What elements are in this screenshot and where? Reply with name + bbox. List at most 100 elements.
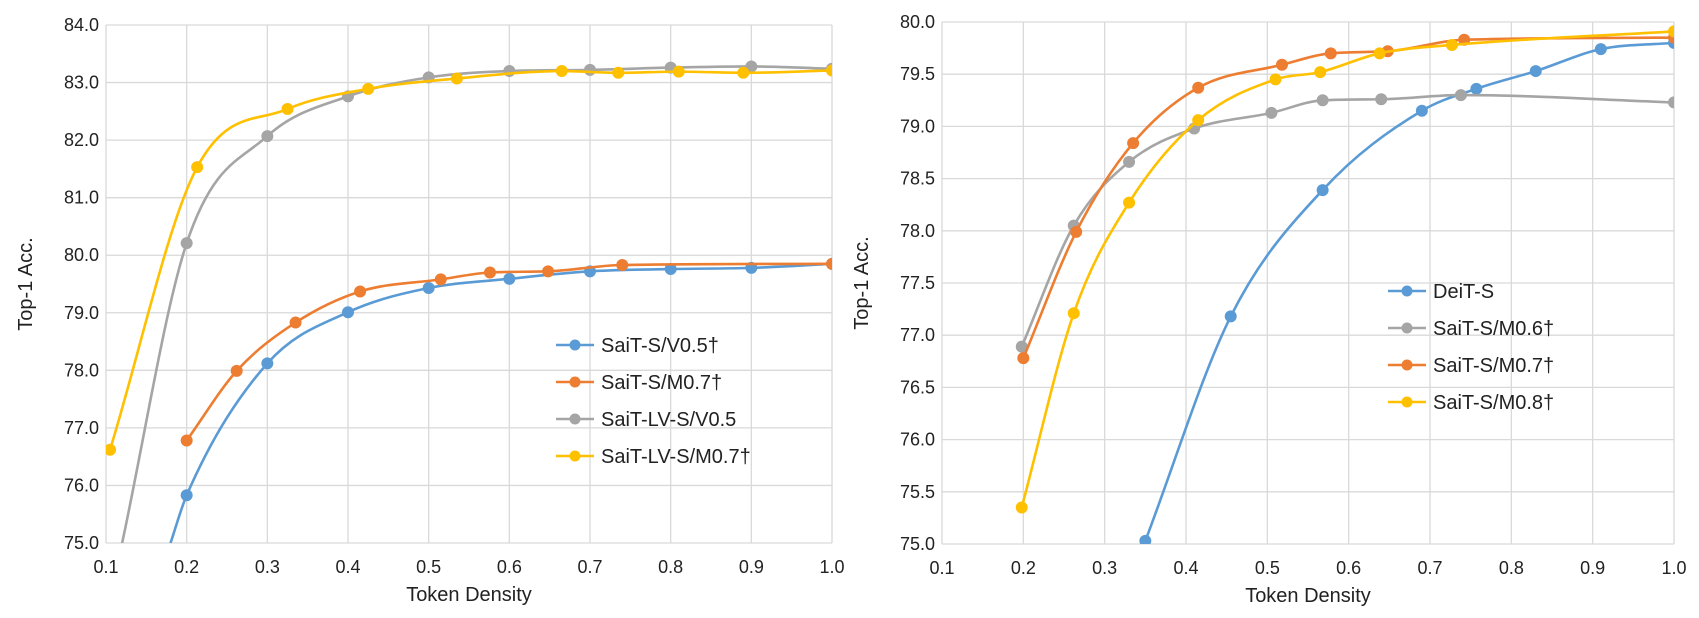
x-tick-label: 1.0 [1661,558,1686,578]
legend-item: SaiT-S/M0.6† [1388,318,1554,340]
x-tick-label: 0.8 [1499,558,1524,578]
data-point [1224,310,1237,323]
x-axis-label: Token Density [1245,585,1371,607]
y-tick-label: 79.5 [900,64,935,84]
series-line [1020,30,1674,508]
data-point [1070,225,1083,238]
x-tick-label: 0.4 [1173,558,1198,578]
y-tick-label: 79.0 [900,116,935,136]
data-point [1324,47,1337,60]
x-tick-label: 1.0 [819,557,844,577]
y-tick-label: 77.0 [64,418,99,438]
legend-label: SaiT-S/M0.7† [601,372,722,394]
legend-marker [569,413,581,425]
series-line [1020,93,1674,348]
y-tick-label: 79.0 [64,303,99,323]
legend-label: SaiT-S/M0.6† [1433,318,1554,340]
legend-marker [569,450,581,462]
legend-label: DeiT-S [1433,281,1494,303]
data-point [1445,38,1458,51]
data-point [354,285,367,298]
legend: DeiT-S SaiT-S/M0.6† SaiT-S/M0.7† SaiT-S/M0.… [1388,281,1554,414]
y-axis-label: Top-1 Acc. [851,236,873,329]
data-point [1314,66,1327,79]
x-axis-label: Token Density [406,584,532,606]
data-point [1192,81,1205,94]
grid [941,21,1675,545]
series-3 [1017,31,1674,365]
data-point [191,161,204,174]
series-line [1144,41,1674,542]
data-point [1454,89,1467,102]
x-tick-label: 0.5 [416,557,441,577]
data-point [450,72,463,85]
data-point [362,82,375,95]
x-tick-label: 0.1 [929,558,954,578]
y-axis-label: Top-1 Acc. [15,237,37,330]
data-point [1316,184,1329,197]
legend-marker [1401,359,1413,371]
data-point [1015,501,1028,514]
data-point [826,64,832,77]
y-tick-label: 84.0 [64,15,99,35]
data-point [737,66,750,79]
x-tick-label: 0.6 [1336,558,1361,578]
data-point [1668,25,1674,38]
data-point [261,357,274,370]
legend-marker [569,339,581,351]
y-tick-label: 82.0 [64,130,99,150]
legend-label: SaiT-LV-S/V0.5 [601,409,736,431]
data-point [422,282,435,295]
x-tick-label: 0.7 [1417,558,1442,578]
data-point [612,66,625,79]
data-point [826,257,832,270]
data-point [503,272,516,285]
chart-left: 0.1 0.2 0.3 0.4 0.5 0.6 0.7 0.8 0.9 1.0 75.0 76.0 77… [15,15,845,606]
legend-label: SaiT-LV-S/M0.7† [601,446,751,468]
data-point [289,316,302,329]
series-3 [120,60,832,543]
legend-marker [1401,396,1413,408]
data-point [1668,96,1674,109]
x-tick-label: 0.8 [658,557,683,577]
x-tick-label: 0.9 [1580,558,1605,578]
x-tick-label: 0.3 [255,557,280,577]
series-line [120,65,832,543]
legend-item: SaiT-S/M0.8† [1388,392,1554,414]
legend-label: SaiT-S/M0.7† [1433,355,1554,377]
y-tick-label: 77.0 [900,325,935,345]
series-2 [1015,89,1674,353]
legend-item: SaiT-S/M0.7† [1388,355,1554,377]
y-tick-label: 81.0 [64,188,99,208]
chart-right: 0.1 0.2 0.3 0.4 0.5 0.6 0.7 0.8 0.9 1.0 75.0 75.5 76… [851,12,1687,607]
x-tick-label: 0.6 [497,557,522,577]
data-point [1123,196,1136,209]
data-point [1415,104,1428,117]
data-point [180,434,193,447]
data-point [1470,82,1483,95]
data-point [342,306,354,319]
legend-marker [1401,285,1413,297]
plot-area [106,60,832,543]
legend-label: SaiT-S/V0.5† [601,335,719,357]
legend-label: SaiT-S/M0.8† [1433,392,1554,414]
legend-item: SaiT-LV-S/V0.5 [556,409,736,431]
y-tick-label: 78.5 [900,169,935,189]
data-point [1316,94,1329,107]
x-tick-label: 0.2 [1011,558,1036,578]
data-point [261,130,274,143]
y-tick-label: 80.0 [900,12,935,32]
data-point [672,65,685,78]
data-point [542,265,555,278]
data-point [1127,137,1140,150]
series-1 [169,257,832,543]
x-tick-label: 0.3 [1092,558,1117,578]
data-point [616,259,629,272]
x-tick-label: 0.4 [335,557,360,577]
data-point [230,364,243,377]
data-point [1269,73,1282,86]
data-point [483,266,496,279]
series-1 [1139,36,1674,544]
grid [105,24,833,544]
